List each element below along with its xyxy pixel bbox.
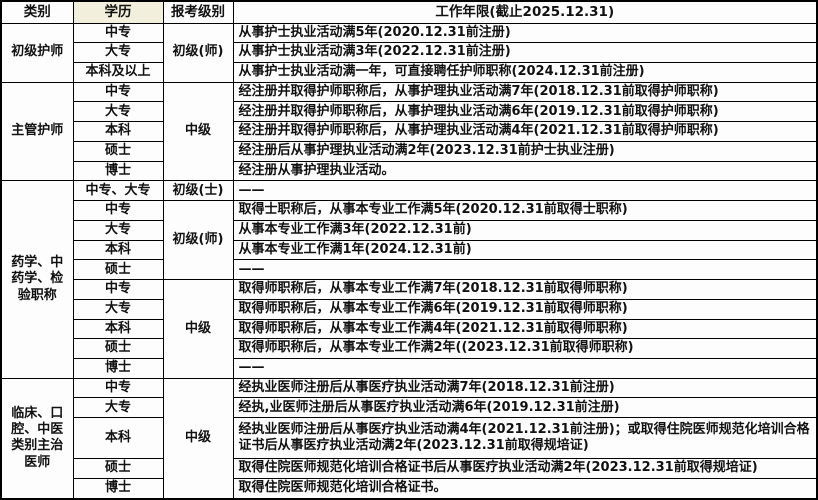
category-cell: 药学、中药学、检验职称 <box>0 180 74 379</box>
requirement-cell: 经执,业医师注册后从事医疗执业活动满6年(2019.12.31前注册) <box>232 397 818 419</box>
table-row: 博士 经注册从事护理执业活动。 <box>1 160 818 182</box>
education-cell: 中专 <box>72 377 164 399</box>
education-cell: 大专 <box>72 101 164 123</box>
requirement-cell: 取得士职称后，从事本专业工作满5年(2020.12.31前取得士职称) <box>232 200 818 221</box>
requirement-cell: 从事本专业工作满3年(2022.12.31前) <box>232 219 818 241</box>
education-cell: 博士 <box>72 357 164 379</box>
education-cell: 本科及以上 <box>72 61 164 83</box>
education-cell: 中专 <box>72 200 164 221</box>
education-cell: 博士 <box>72 477 164 500</box>
header-education: 学历 <box>72 0 164 24</box>
education-cell: 硕士 <box>72 259 164 281</box>
table-row: 博士 —— <box>1 357 818 379</box>
education-cell: 本科 <box>72 318 164 340</box>
education-cell: 硕士 <box>72 458 164 479</box>
requirement-cell: 经注册并取得护师职称后，从事护理执业活动满7年(2018.12.31前取得护师职… <box>232 81 818 103</box>
requirement-cell: 取得师职称后，从事本专业工作满6年(2019.12.31前取得师职称) <box>232 298 818 320</box>
requirement-cell: —— <box>232 180 818 202</box>
requirement-cell: —— <box>232 357 818 379</box>
header-level: 报考级别 <box>162 0 234 24</box>
requirement-cell: 经注册后从事护理执业活动满2年(2023.12.31前护士执业注册) <box>232 140 818 162</box>
table-row: 硕士 经注册后从事护理执业活动满2年(2023.12.31前护士执业注册) <box>1 140 818 162</box>
level-cell: 中级 <box>162 81 234 182</box>
table-row: 中专 中级 取得师职称后，从事本专业工作满7年(2018.12.31前取得师职称… <box>1 279 818 379</box>
requirement-cell: 经注册并取得护师职称后，从事护理执业活动满4年(2021.12.31前取得护师职… <box>232 121 818 142</box>
education-cell: 本科 <box>72 417 164 460</box>
table-row: 博士 取得住院医师规范化培训合格证书。 <box>1 477 818 500</box>
level-cell: 中级 <box>162 279 234 379</box>
table-row: 大专 经注册并取得护师职称后，从事护理执业活动满6年(2019.12.31前取得… <box>1 101 818 123</box>
requirement-cell: 取得师职称后，从事本专业工作满4年(2021.12.31前取得师职称) <box>232 318 818 340</box>
requirement-cell: 经执业医师注册后从事医疗执业活动满4年(2021.12.31前注册)；或取得住院… <box>232 417 818 460</box>
education-cell: 中专 <box>72 22 164 44</box>
category-cell: 临床、口腔、中医类别主治医师 <box>0 377 74 500</box>
table-row: 本科 从事本专业工作满1年(2024.12.31前) <box>1 239 818 261</box>
category-cell: 主管护师 <box>0 81 74 182</box>
category-cell: 初级护师 <box>0 22 74 83</box>
table-row: 主管护师 中专 中级 经注册并取得护师职称后，从事护理执业活动满7年(2018.… <box>0 81 818 182</box>
education-cell: 大专 <box>72 42 164 63</box>
table-row: 大专 经执,业医师注册后从事医疗执业活动满6年(2019.12.31前注册) <box>1 397 818 419</box>
education-cell: 本科 <box>72 121 164 142</box>
table-row: 大专 取得师职称后，从事本专业工作满6年(2019.12.31前取得师职称) <box>1 298 818 320</box>
table-row: 本科 经执业医师注册后从事医疗执业活动满4年(2021.12.31前注册)；或取… <box>1 417 818 460</box>
education-cell: 大专 <box>72 397 164 419</box>
education-cell: 博士 <box>72 160 164 182</box>
education-cell: 大专 <box>72 219 164 241</box>
table-row: 本科 取得师职称后，从事本专业工作满4年(2021.12.31前取得师职称) <box>1 318 818 340</box>
header-work-years: 工作年限(截止2025.12.31) <box>232 0 818 24</box>
table-row: 初级护师 中专 初级(师) 从事护士执业活动满5年(2020.12.31前注册) <box>0 22 818 83</box>
education-cell: 硕士 <box>72 338 164 359</box>
table-row: 大专 从事本专业工作满3年(2022.12.31前) <box>1 219 818 241</box>
level-cell: 初级(师) <box>162 200 234 281</box>
requirement-cell: 取得师职称后，从事本专业工作满2年((2023.12.31前取得师职称) <box>232 338 818 359</box>
requirement-cell: 从事护士执业活动满一年，可直接聘任护师职称(2024.12.31前注册) <box>232 61 818 83</box>
table-row: 硕士 取得师职称后，从事本专业工作满2年((2023.12.31前取得师职称) <box>1 338 818 359</box>
table-row: 本科 经注册并取得护师职称后，从事护理执业活动满4年(2021.12.31前取得… <box>1 121 818 142</box>
table-row: 大专 从事护士执业活动满3年(2022.12.31前注册) <box>1 42 818 63</box>
header-row: 类别 学历 报考级别 工作年限(截止2025.12.31) <box>0 0 818 24</box>
education-cell: 本科 <box>72 239 164 261</box>
table-row: 本科及以上 从事护士执业活动满一年，可直接聘任护师职称(2024.12.31前注… <box>1 61 818 83</box>
level-cell: 中级 <box>162 377 234 500</box>
requirement-cell: —— <box>232 259 818 281</box>
education-cell: 中专 <box>72 81 164 103</box>
requirement-cell: 取得住院医师规范化培训合格证书后从事医疗执业活动满2年(2023.12.31前取… <box>232 458 818 479</box>
requirement-cell: 从事护士执业活动满5年(2020.12.31前注册) <box>232 22 818 44</box>
header-category: 类别 <box>0 0 74 24</box>
education-cell: 大专 <box>72 298 164 320</box>
requirement-cell: 经注册从事护理执业活动。 <box>232 160 818 182</box>
requirement-cell: 经注册并取得护师职称后，从事护理执业活动满6年(2019.12.31前取得护师职… <box>232 101 818 123</box>
table-row: 硕士 取得住院医师规范化培训合格证书后从事医疗执业活动满2年(2023.12.3… <box>1 458 818 479</box>
level-cell: 初级(士) <box>162 180 234 202</box>
requirement-cell: 从事护士执业活动满3年(2022.12.31前注册) <box>232 42 818 63</box>
requirement-cell: 取得师职称后，从事本专业工作满7年(2018.12.31前取得师职称) <box>232 279 818 300</box>
requirement-cell: 经执业医师注册后从事医疗执业活动满7年(2018.12.31前注册) <box>232 377 818 399</box>
table-row: 药学、中药学、检验职称 中专、大专 初级(士) —— <box>0 180 818 379</box>
education-cell: 中专、大专 <box>72 180 164 202</box>
table-row: 临床、口腔、中医类别主治医师 中专 中级 经执业医师注册后从事医疗执业活动满7年… <box>0 377 818 500</box>
table-row: 硕士 —— <box>1 259 818 281</box>
requirement-cell: 取得住院医师规范化培训合格证书。 <box>232 477 818 500</box>
level-cell: 初级(师) <box>162 22 234 83</box>
table-row: 中专 初级(师) 取得士职称后，从事本专业工作满5年(2020.12.31前取得… <box>1 200 818 281</box>
education-cell: 硕士 <box>72 140 164 162</box>
education-cell: 中专 <box>72 279 164 300</box>
requirement-cell: 从事本专业工作满1年(2024.12.31前) <box>232 239 818 261</box>
